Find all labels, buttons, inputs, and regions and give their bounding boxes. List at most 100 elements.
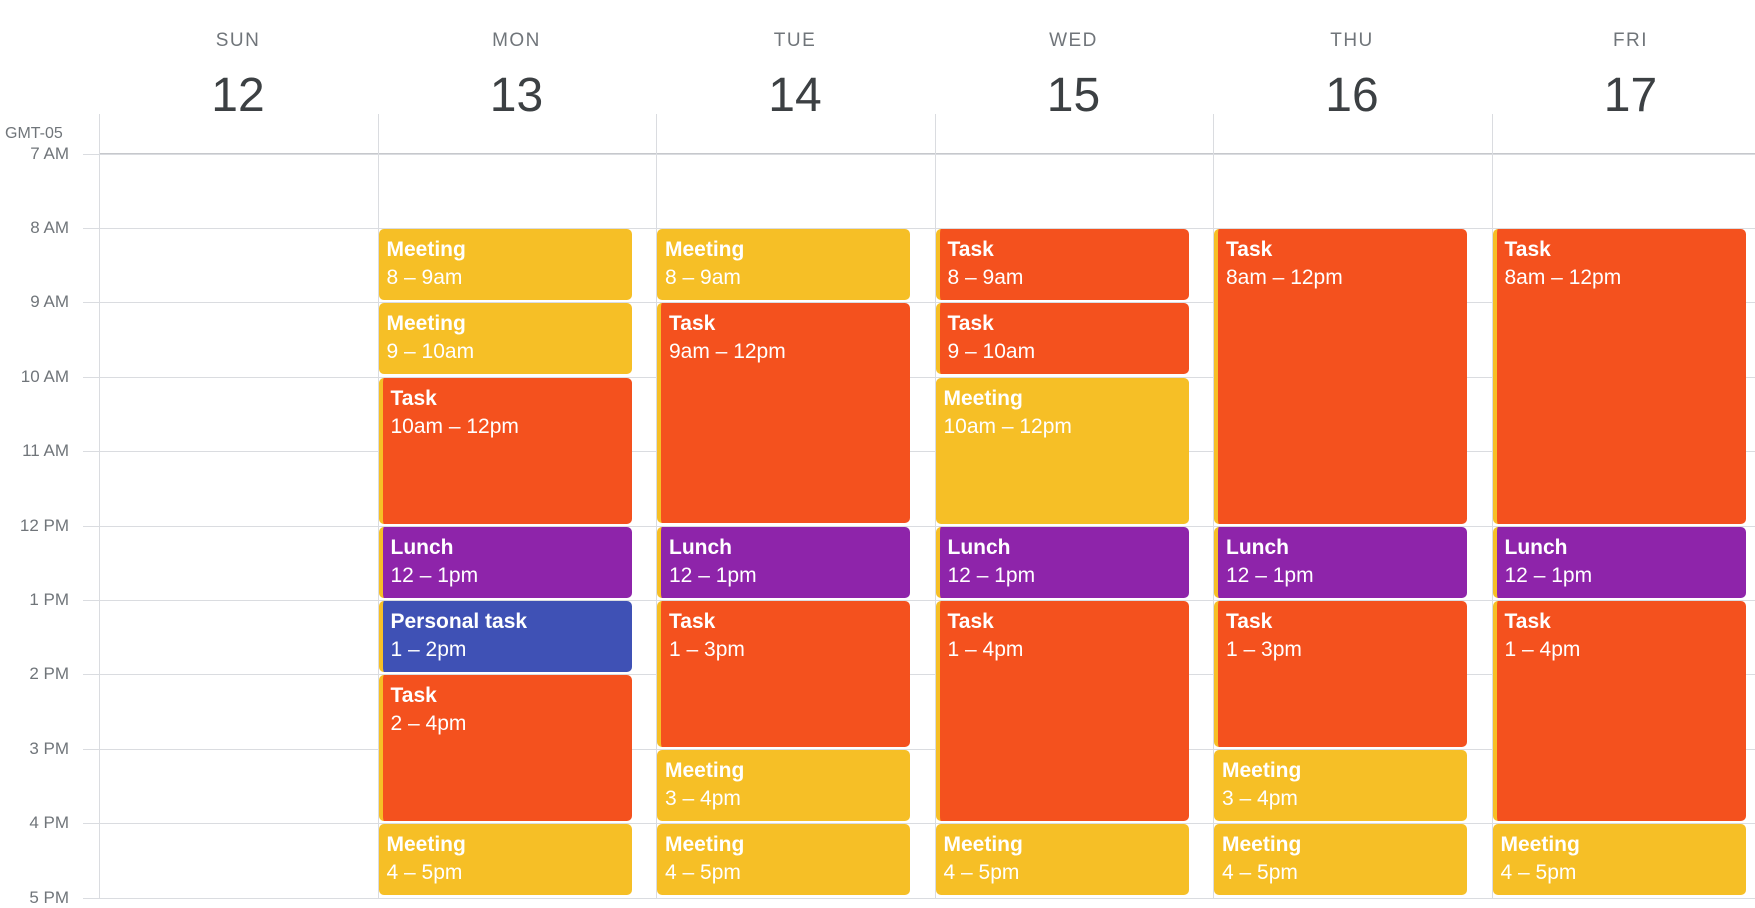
- day-of-week-label: MON: [378, 30, 656, 52]
- event-title: Meeting: [665, 831, 910, 859]
- event-time-range: 1 – 4pm: [948, 636, 1189, 664]
- day-of-week-label: SUN: [99, 30, 377, 52]
- event-time-range: 8 – 9am: [387, 264, 632, 292]
- day-of-week-label: FRI: [1492, 30, 1755, 52]
- event-time-range: 1 – 4pm: [1505, 636, 1746, 664]
- event-time-range: 8 – 9am: [665, 264, 910, 292]
- hour-label: 5 PM: [0, 888, 69, 908]
- event-title: Meeting: [665, 236, 910, 264]
- event-title: Meeting: [944, 385, 1189, 413]
- event-title: Task: [391, 385, 632, 413]
- hour-label: 8 AM: [0, 218, 69, 238]
- day-date-number[interactable]: 13: [378, 68, 656, 123]
- event-title: Personal task: [391, 608, 632, 636]
- event-title: Lunch: [1505, 534, 1746, 562]
- event-time-range: 10am – 12pm: [944, 413, 1189, 441]
- event-time-range: 2 – 4pm: [391, 710, 632, 738]
- day-header-mon[interactable]: MON 13: [378, 0, 656, 130]
- event-title: Task: [1226, 608, 1467, 636]
- event-time-range: 12 – 1pm: [1505, 562, 1746, 590]
- event-title: Meeting: [387, 236, 632, 264]
- event-time-range: 1 – 2pm: [391, 636, 632, 664]
- event-title: Meeting: [1501, 831, 1746, 859]
- event-time-range: 4 – 5pm: [1501, 859, 1746, 887]
- event-time-range: 3 – 4pm: [665, 785, 910, 813]
- event-time-range: 12 – 1pm: [391, 562, 632, 590]
- event-time-range: 8am – 12pm: [1505, 264, 1746, 292]
- event-time-range: 1 – 3pm: [669, 636, 910, 664]
- day-date-number[interactable]: 12: [99, 68, 377, 123]
- event-title: Task: [1505, 608, 1746, 636]
- day-date-number[interactable]: 14: [656, 68, 934, 123]
- day-header-sun[interactable]: SUN 12: [99, 0, 377, 130]
- day-header-fri[interactable]: FRI 17: [1492, 0, 1755, 130]
- hour-label: 11 AM: [0, 441, 69, 461]
- event-title: Meeting: [387, 831, 632, 859]
- event-title: Meeting: [387, 310, 632, 338]
- event-title: Task: [1505, 236, 1746, 264]
- event-time-range: 8 – 9am: [948, 264, 1189, 292]
- event-title: Lunch: [669, 534, 910, 562]
- event-time-range: 4 – 5pm: [665, 859, 910, 887]
- event-title: Meeting: [1222, 831, 1467, 859]
- event-title: Task: [1226, 236, 1467, 264]
- day-of-week-label: TUE: [656, 30, 934, 52]
- hour-label: 7 AM: [0, 144, 69, 164]
- day-date-number[interactable]: 15: [935, 68, 1213, 123]
- day-date-number[interactable]: 16: [1213, 68, 1491, 123]
- event-time-range: 4 – 5pm: [944, 859, 1189, 887]
- hour-gridline: [83, 898, 1755, 899]
- hour-label: 3 PM: [0, 739, 69, 759]
- event-time-range: 9am – 12pm: [669, 338, 910, 366]
- hour-label: 4 PM: [0, 813, 69, 833]
- day-of-week-label: WED: [935, 30, 1213, 52]
- day-header-wed[interactable]: WED 15: [935, 0, 1213, 130]
- event-time-range: 4 – 5pm: [1222, 859, 1467, 887]
- hour-label: 10 AM: [0, 367, 69, 387]
- event-time-range: 10am – 12pm: [391, 413, 632, 441]
- day-header-tue[interactable]: TUE 14: [656, 0, 934, 130]
- timezone-label: GMT-05: [5, 125, 63, 143]
- event-time-range: 12 – 1pm: [948, 562, 1189, 590]
- hour-label: 1 PM: [0, 590, 69, 610]
- hour-label: 12 PM: [0, 516, 69, 536]
- event-time-range: 8am – 12pm: [1226, 264, 1467, 292]
- event-time-range: 12 – 1pm: [1226, 562, 1467, 590]
- event-title: Task: [948, 236, 1189, 264]
- event-title: Meeting: [1222, 757, 1467, 785]
- event-title: Task: [948, 310, 1189, 338]
- event-title: Lunch: [391, 534, 632, 562]
- hour-label: 2 PM: [0, 664, 69, 684]
- event-title: Task: [669, 310, 910, 338]
- day-date-number[interactable]: 17: [1492, 68, 1755, 123]
